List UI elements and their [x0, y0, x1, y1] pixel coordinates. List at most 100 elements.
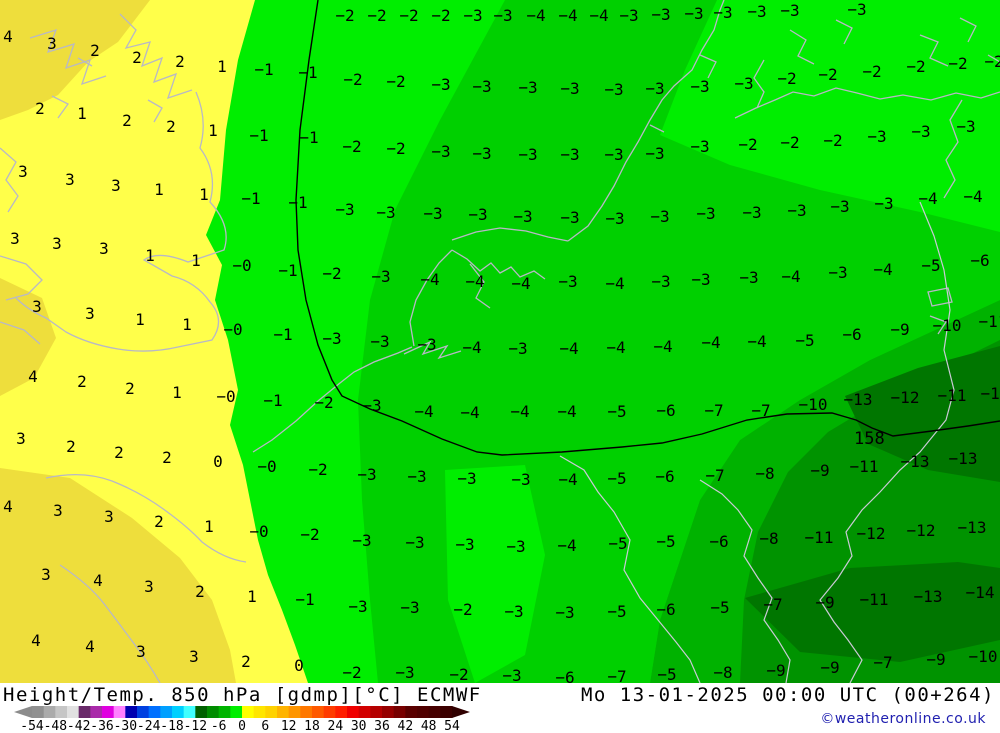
- temp-label: −1: [254, 60, 273, 79]
- scale-tick-label: 6: [261, 719, 269, 733]
- scale-segment: [43, 706, 56, 718]
- coastline: [51, 57, 163, 123]
- credit-link[interactable]: ©weatheronline.co.uk: [820, 711, 986, 727]
- temp-label: −6: [656, 401, 675, 420]
- region-yellow-dark-sw: [0, 468, 236, 683]
- coastline: [252, 227, 569, 453]
- temp-label: 3: [10, 229, 20, 248]
- temp-label: −4: [605, 274, 624, 293]
- temp-label: −5: [921, 256, 940, 275]
- temp-label: −4: [557, 536, 576, 555]
- temp-label: −9: [820, 658, 839, 677]
- temp-label: 1: [154, 180, 164, 199]
- temp-label: −2: [984, 52, 1000, 71]
- country-border: [559, 455, 701, 684]
- temp-label: −10: [933, 316, 962, 335]
- temp-label: 2: [77, 372, 87, 391]
- temp-label: −7: [705, 466, 724, 485]
- scale-segment: [312, 706, 325, 718]
- temp-label: −3: [651, 5, 670, 24]
- temp-label: −4: [873, 260, 892, 279]
- scale-segment: [113, 706, 126, 718]
- region-yellow-dark-w: [0, 278, 56, 396]
- temp-label: −4: [511, 274, 530, 293]
- temp-label: −3: [508, 339, 527, 358]
- temp-label: −8: [755, 464, 774, 483]
- temp-label: −3: [560, 145, 579, 164]
- temp-label: −13: [901, 452, 930, 471]
- temp-label: −3: [493, 6, 512, 25]
- temp-label: −3: [560, 208, 579, 227]
- temp-label: −3: [518, 78, 537, 97]
- temp-label: −3: [690, 137, 709, 156]
- temp-label: 1: [217, 57, 227, 76]
- temp-label: −2: [399, 6, 418, 25]
- temp-label: 2: [114, 443, 124, 462]
- scale-segment: [183, 706, 196, 718]
- temp-label: −3: [691, 270, 710, 289]
- temp-label: 1: [208, 121, 218, 140]
- temp-label: 1: [191, 251, 201, 270]
- color-scale: -54 -48 -42 -36 -30 -24 -18 -12 -6 0 6 12 18 24 30 36 42…: [14, 706, 470, 733]
- scale-segment: [382, 706, 395, 718]
- temp-label: −3: [370, 332, 389, 351]
- temp-label: −3: [956, 117, 975, 136]
- temp-label: 2: [154, 512, 164, 531]
- scale-tick-label: 18: [304, 719, 320, 733]
- scale-segment: [242, 706, 255, 718]
- temp-label: −2: [300, 525, 319, 544]
- temp-label: −5: [607, 602, 626, 621]
- temp-label: −3: [867, 127, 886, 146]
- temp-label: −2: [342, 137, 361, 156]
- temp-label: 3: [16, 429, 26, 448]
- map-area: −2 −2 −2 −2 −3 −3 −4 −4 −4 −3 −3 −3 −3 −3 −3 −3 4 3 2 2 2 1 −1…: [0, 0, 1000, 687]
- temp-label: −5: [607, 402, 626, 421]
- temp-label: 2: [162, 448, 172, 467]
- scale-segment: [218, 706, 231, 718]
- coastline: [119, 13, 193, 100]
- temp-label: 2: [125, 379, 135, 398]
- scale-segment: [230, 706, 243, 718]
- temp-label: 2: [35, 99, 45, 118]
- scale-left-arrow: [14, 706, 32, 718]
- temp-label: 2: [195, 582, 205, 601]
- scale-segment: [347, 706, 360, 718]
- scale-tick-label: 54: [444, 719, 460, 733]
- temp-label: −3: [734, 74, 753, 93]
- temp-label: −3: [457, 469, 476, 488]
- temp-label: −2: [862, 62, 881, 81]
- temp-label: −11: [805, 528, 834, 547]
- temp-label: −0: [257, 457, 276, 476]
- temp-label: 2: [66, 437, 76, 456]
- scale-segment: [137, 706, 150, 718]
- temp-label: −2: [780, 133, 799, 152]
- region-green-bright-patch: [445, 465, 545, 683]
- temp-label: −3: [847, 0, 866, 19]
- temp-label: 1: [204, 517, 214, 536]
- product-title: Height/Temp. 850 hPa [gdmp][°C] ECMWF: [3, 684, 482, 706]
- coastline: [927, 99, 963, 335]
- temp-label: −13: [844, 390, 873, 409]
- temp-label: 1: [172, 383, 182, 402]
- temp-label: −5: [656, 532, 675, 551]
- temp-label: −3: [502, 666, 521, 683]
- temp-label: −3: [417, 335, 436, 354]
- coastline: [45, 473, 247, 563]
- temp-label: −3: [472, 77, 491, 96]
- scale-tick-label: -36: [90, 719, 113, 733]
- temp-label: −3: [357, 465, 376, 484]
- temp-label: 4: [85, 637, 95, 656]
- scale-segment: [440, 706, 453, 718]
- temp-label: 2: [175, 52, 185, 71]
- temp-label: −3: [518, 145, 537, 164]
- temp-label: −7: [607, 667, 626, 683]
- coastline: [59, 564, 161, 684]
- temp-label: −4: [462, 338, 481, 357]
- temp-label: −2: [308, 460, 327, 479]
- scale-tick-label: 36: [374, 719, 390, 733]
- temp-label: −4: [918, 189, 937, 208]
- temp-label: −1: [241, 189, 260, 208]
- temp-label: 0: [213, 452, 223, 471]
- temp-label: −4: [963, 187, 982, 206]
- temp-label: −3: [395, 663, 414, 682]
